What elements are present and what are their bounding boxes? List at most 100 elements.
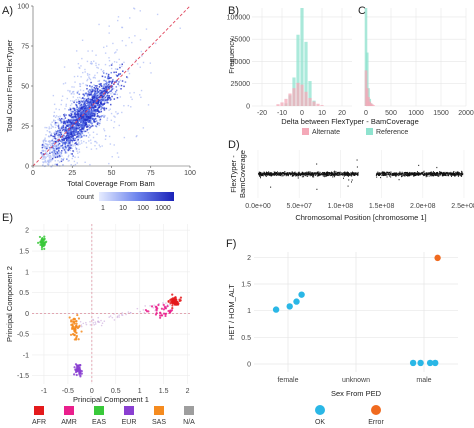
point-sas	[74, 327, 77, 330]
density-cell	[86, 84, 89, 87]
density-cell	[73, 108, 76, 111]
density-cell	[91, 50, 94, 52]
density-cell	[85, 113, 87, 116]
point	[261, 172, 263, 174]
density-cell	[59, 136, 62, 138]
x-tick-label: 500	[385, 110, 397, 117]
point-eur	[79, 371, 82, 374]
density-cell	[69, 133, 72, 136]
density-cell	[92, 102, 95, 104]
point	[307, 172, 309, 174]
density-cell	[86, 113, 89, 116]
point-afr	[179, 296, 183, 299]
point	[259, 175, 261, 177]
point	[285, 175, 287, 177]
panel-c-histogram: 0 500 1000 1500 2000	[364, 6, 474, 117]
point-amr	[159, 311, 162, 315]
density-cell	[92, 131, 95, 133]
points	[272, 254, 441, 367]
point	[410, 173, 412, 175]
density-cell	[51, 146, 53, 149]
density-cell	[90, 90, 93, 93]
density-cell	[81, 101, 84, 104]
density-cell	[82, 110, 84, 112]
density-cell	[83, 113, 86, 115]
point	[446, 171, 448, 174]
point	[388, 173, 390, 175]
density-cell	[86, 120, 89, 123]
density-cell	[87, 111, 90, 114]
point	[342, 174, 344, 176]
density-cell	[84, 104, 87, 106]
density-cell	[86, 117, 89, 119]
density-cell	[78, 113, 81, 116]
density-cell	[94, 105, 97, 108]
density-cell	[123, 136, 126, 139]
point-sas	[74, 320, 77, 323]
density-cell	[57, 135, 60, 138]
density-cell	[45, 140, 47, 142]
density-cell	[102, 96, 104, 98]
density-cell	[67, 156, 70, 158]
point-eur	[76, 367, 79, 370]
point	[406, 174, 408, 176]
point-admixed	[80, 325, 83, 328]
density-cell	[77, 99, 80, 101]
density-cell	[72, 117, 74, 120]
point	[409, 175, 410, 177]
density-cell	[115, 89, 118, 92]
density-cell	[66, 124, 68, 127]
point	[411, 174, 413, 176]
density-cell	[71, 86, 73, 88]
point	[349, 173, 351, 175]
point	[308, 173, 310, 175]
density-cell	[120, 84, 123, 87]
point	[398, 174, 400, 176]
point	[328, 174, 329, 176]
density-cell	[86, 118, 88, 120]
density-cell	[66, 121, 69, 123]
point	[318, 174, 320, 176]
density-cell	[95, 93, 97, 96]
legend: AFR AMR EAS EUR SAS N/A	[32, 406, 195, 426]
density-cell	[57, 159, 59, 162]
x-ticks: -20 -10 0 10 20	[257, 110, 346, 117]
point	[315, 172, 317, 174]
density-cell	[67, 160, 69, 162]
density-cell	[89, 103, 91, 106]
density-cell	[60, 152, 63, 154]
density-cell	[140, 96, 142, 99]
legend-label: OK	[315, 419, 325, 426]
bar-alternate	[284, 98, 288, 106]
point	[343, 177, 344, 179]
density-cell	[53, 149, 55, 152]
y-tick-label: 2	[25, 228, 29, 235]
point	[441, 174, 443, 177]
point	[383, 171, 384, 173]
density-cell	[87, 97, 89, 100]
bar-alternate	[276, 104, 280, 106]
point	[461, 171, 463, 173]
point	[350, 173, 352, 175]
density-cell	[48, 141, 51, 143]
point	[441, 172, 443, 174]
point	[280, 173, 282, 175]
bar-alternate	[292, 88, 296, 106]
density-cell	[68, 143, 71, 145]
density-cell	[119, 73, 122, 75]
point-sas	[70, 319, 73, 322]
density-cell	[96, 89, 99, 91]
point	[440, 171, 442, 173]
density-cell	[101, 92, 103, 95]
density-cell	[57, 123, 60, 126]
density-cell	[79, 130, 82, 133]
point	[438, 173, 440, 175]
point	[407, 175, 409, 177]
density-cell	[83, 109, 86, 112]
density-cell	[91, 125, 94, 127]
point	[289, 172, 291, 174]
density-cell	[51, 143, 54, 145]
point	[265, 172, 267, 174]
y-tick-label: 100	[17, 4, 29, 11]
